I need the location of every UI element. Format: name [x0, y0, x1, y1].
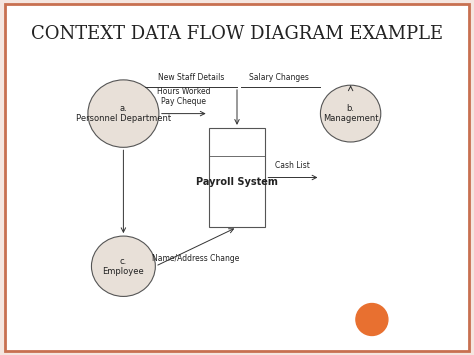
Text: Payroll System: Payroll System — [196, 178, 278, 187]
Ellipse shape — [88, 80, 159, 147]
Text: b.
Management: b. Management — [323, 104, 378, 123]
Text: a.
Personnel Department: a. Personnel Department — [76, 104, 171, 123]
Text: c.
Employee: c. Employee — [102, 257, 144, 276]
Text: Salary Changes: Salary Changes — [249, 73, 309, 82]
Circle shape — [356, 304, 388, 335]
Bar — [209, 128, 265, 227]
Text: Hours Worked
Pay Cheque: Hours Worked Pay Cheque — [157, 87, 210, 106]
Ellipse shape — [320, 85, 381, 142]
Text: CONTEXT DATA FLOW DIAGRAM EXAMPLE: CONTEXT DATA FLOW DIAGRAM EXAMPLE — [31, 25, 443, 43]
Text: Cash List: Cash List — [275, 162, 310, 170]
Text: Name/Address Change: Name/Address Change — [153, 254, 240, 263]
Ellipse shape — [91, 236, 155, 296]
Text: New Staff Details: New Staff Details — [158, 73, 224, 82]
